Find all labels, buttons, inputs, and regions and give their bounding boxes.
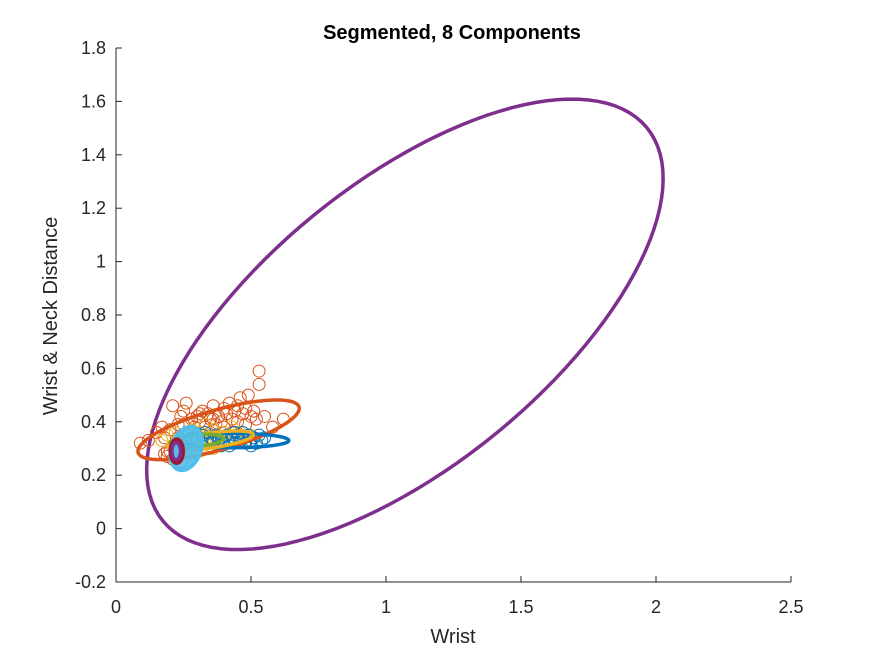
scatter-point [258,409,271,423]
x-tick-label: 2.5 [778,597,803,617]
scatter-point [204,412,217,426]
y-tick-label: 0.2 [81,465,106,485]
component-ellipse [165,429,256,452]
y-axis-label: Wrist & Neck Distance [40,217,62,416]
component-ellipse [168,432,226,449]
x-ticks: 0 0.5 1 1.5 2 2.5 [111,576,804,617]
y-tick-label: 0.8 [81,305,106,325]
y-tick-label: 1 [96,252,106,272]
ellipse-layer [144,97,665,552]
component-ellipse [144,97,665,552]
scatter-point [198,417,212,431]
y-ticks: -0.2 0 0.2 0.4 0.6 0.8 1 1.2 1.4 1.6 1.8 [75,38,122,592]
x-tick-label: 1 [381,597,391,617]
scatter-point [231,415,244,429]
scatter-point [249,412,263,426]
y-tick-label: 0.6 [81,358,106,378]
scatter-point [155,433,169,447]
x-tick-label: 0.5 [238,597,263,617]
y-tick-label: 0 [96,519,106,539]
y-tick-label: -0.2 [75,572,106,592]
component-ellipse [170,440,183,462]
y-tick-label: 1.2 [81,198,106,218]
y-tick-label: 0.4 [81,412,106,432]
scatter-point [179,396,193,410]
y-tick-label: 1.8 [81,38,106,58]
axes: 0 0.5 1 1.5 2 2.5 -0.200.20.40.60.811.21.41.6… [75,38,804,617]
component-ellipse [168,437,185,465]
scatter-point [252,364,266,378]
x-tick-label: 2 [651,597,661,617]
plot-area [133,97,665,552]
chart-title: Segmented, 8 Components [323,22,581,44]
x-axis-label: Wrist [430,626,476,648]
y-tick-label: 1.4 [81,145,106,165]
y-tick-label: 1.6 [81,91,106,111]
x-tick-label: 0 [111,597,121,617]
fill-layer [136,398,301,473]
x-tick-label: 1.5 [508,597,533,617]
scatter-point [166,399,180,413]
scatter-point [252,377,266,391]
scatter-point [247,404,261,418]
scatter-point [141,433,155,447]
scatter-point [177,404,190,418]
scatter-point [133,436,147,450]
